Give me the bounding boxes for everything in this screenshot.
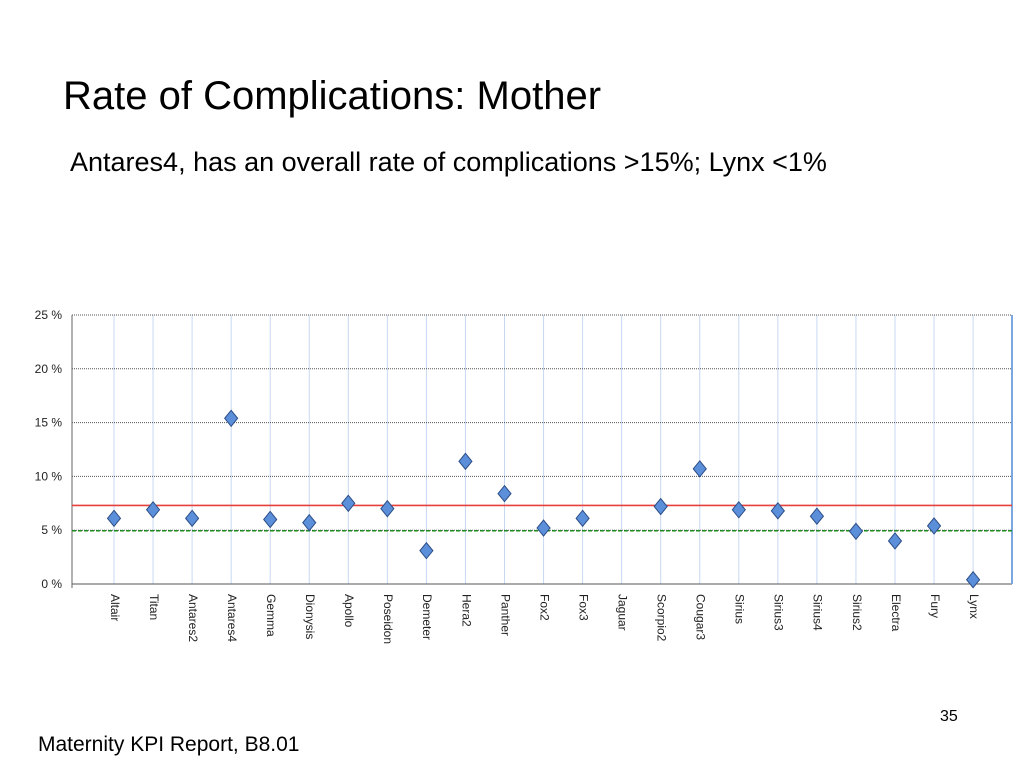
- data-point: [848, 522, 864, 541]
- footer-text: Maternity KPI Report, B8.01: [38, 733, 300, 756]
- x-tick-label: Fox2: [537, 594, 551, 621]
- data-point: [770, 502, 785, 520]
- data-point: [536, 519, 551, 537]
- data-point: [965, 570, 981, 589]
- data-point: [692, 460, 707, 478]
- slide-subtitle: Antares4, has an overall rate of complic…: [70, 147, 827, 177]
- data-point: [263, 510, 278, 529]
- x-tick-label: Jaguar: [615, 594, 629, 631]
- y-tick-label: 5 %: [41, 523, 62, 537]
- x-tick-label: Sirius3: [772, 594, 786, 631]
- x-tick-label: Fury: [928, 594, 942, 618]
- data-point: [106, 509, 122, 528]
- x-tick-label: Altair: [108, 594, 122, 621]
- data-point: [145, 500, 161, 519]
- y-tick-label: 0 %: [41, 577, 62, 591]
- data-point: [184, 509, 200, 528]
- data-point: [224, 409, 239, 428]
- data-point: [419, 541, 434, 560]
- x-tick-label: Demeter: [420, 594, 434, 640]
- data-point: [926, 517, 942, 535]
- x-tick-label: Antares2: [186, 594, 200, 642]
- page-number: 35: [940, 708, 958, 725]
- data-point: [341, 494, 356, 513]
- x-tick-label: Sirius4: [811, 594, 825, 631]
- x-tick-label: Gemma: [264, 594, 278, 637]
- x-tick-label: Scorpio2: [655, 594, 669, 642]
- x-tick-label: Lynx: [967, 594, 981, 619]
- data-point: [653, 497, 668, 516]
- x-tick-label: Cougar3: [694, 594, 708, 640]
- x-tick-label: Poseidon: [381, 594, 395, 644]
- y-tick-label: 20 %: [35, 362, 63, 376]
- y-tick-label: 10 %: [35, 469, 63, 483]
- x-tick-label: Antares4: [225, 594, 239, 642]
- data-point: [380, 499, 395, 518]
- data-point: [302, 513, 317, 532]
- y-tick-label: 15 %: [35, 416, 63, 430]
- x-tick-label: Sirius: [733, 594, 747, 624]
- data-point: [809, 507, 825, 526]
- data-point: [575, 509, 590, 528]
- x-tick-label: Panther: [498, 594, 512, 636]
- y-tick-label: 25 %: [35, 308, 63, 322]
- x-tick-label: Sirius2: [850, 594, 864, 631]
- data-point: [887, 532, 903, 550]
- data-point: [731, 500, 746, 519]
- x-tick-label: Titan: [147, 594, 161, 620]
- x-tick-label: Dionysis: [303, 594, 317, 639]
- complications-chart: 0 % 5 % 10 % 15 % 20 % 25 % Altair Titan Antares…: [35, 308, 1013, 644]
- x-tick-label: Fox3: [576, 594, 590, 621]
- x-tick-label: Hera2: [459, 594, 473, 627]
- data-point: [497, 484, 512, 503]
- x-tick-label: Apollo: [342, 594, 356, 628]
- data-point: [458, 452, 473, 471]
- slide-title: Rate of Complications: Mother: [63, 74, 602, 118]
- x-tick-label: Electra: [889, 594, 903, 632]
